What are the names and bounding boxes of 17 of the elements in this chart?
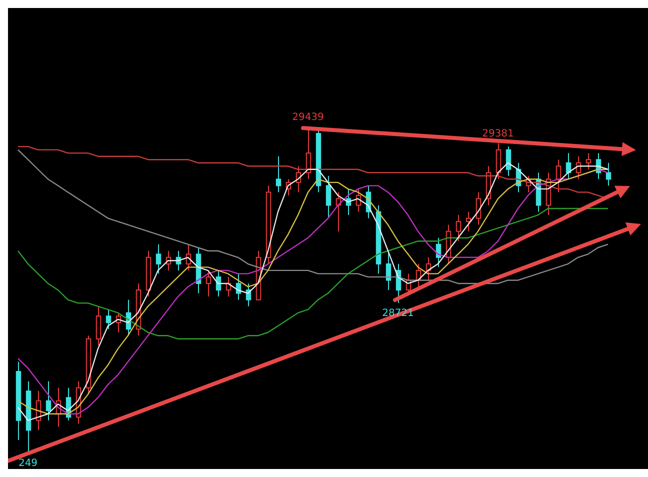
candlestick: [496, 142, 502, 180]
annotation: 29381: [482, 128, 514, 140]
candlestick: [106, 309, 112, 330]
candlestick: [456, 214, 462, 242]
candlestick: [156, 244, 162, 274]
candlestick: [46, 380, 52, 421]
candlestick: [506, 146, 512, 176]
candlestick: [276, 156, 282, 193]
candlestick: [586, 152, 592, 170]
candlestick: [606, 162, 612, 186]
candlestick: [386, 250, 392, 290]
candlestick: [556, 159, 562, 193]
candlestick: [326, 175, 332, 219]
candlestick: [96, 306, 102, 346]
annotation: 29439: [292, 112, 324, 123]
candlestick: [206, 270, 212, 298]
annotation: 249: [18, 458, 38, 469]
